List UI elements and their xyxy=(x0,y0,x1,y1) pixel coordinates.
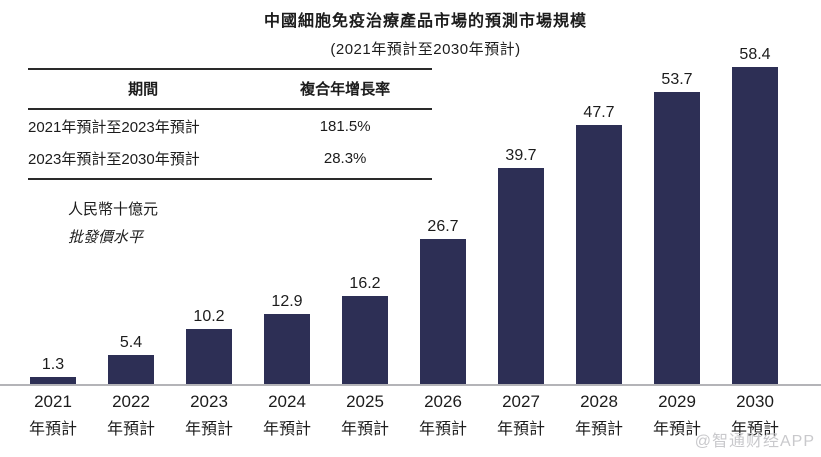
x-tick-label: 2026 年預計 xyxy=(419,392,467,439)
cagr-period-value: 2021年預計至2023年預計 xyxy=(28,119,200,136)
chart-subtitle: (2021年預計至2030年預計) xyxy=(330,41,521,58)
bar-value-label: 53.7 xyxy=(661,71,693,89)
x-tick-label: 2027 年預計 xyxy=(497,392,545,439)
cagr-rate-value: 181.5% xyxy=(319,118,371,135)
cagr-table-header-row: 期間 複合年增長率 xyxy=(28,68,432,110)
bar-column-2025: 16.2 2025 年預計 xyxy=(326,0,404,457)
watermark: @智通财经APP xyxy=(694,433,815,450)
bar-column-2024: 12.9 2024 年預計 xyxy=(248,0,326,457)
x-tick-label: 2024 年預計 xyxy=(263,392,311,439)
bar-column-2028: 47.7 2028 年預計 xyxy=(560,0,638,457)
bar-column-2027: 39.7 2027 年預計 xyxy=(482,0,560,457)
x-tick-year: 2023 xyxy=(190,392,228,411)
x-tick-suffix: 年預計 xyxy=(574,421,624,438)
x-tick-label: 2021 年預計 xyxy=(29,392,77,439)
x-tick-suffix: 年預計 xyxy=(418,421,468,438)
bar xyxy=(732,66,778,384)
bar-value-label: 1.3 xyxy=(41,355,65,373)
cagr-period-value: 2023年預計至2030年預計 xyxy=(28,142,259,180)
x-tick-year: 2029 xyxy=(658,392,696,411)
bar xyxy=(30,376,76,384)
x-axis-line xyxy=(0,384,821,386)
bar-value-label: 26.7 xyxy=(427,218,459,236)
x-tick-label: 2030 年預計 xyxy=(731,392,779,439)
x-tick-suffix: 年預計 xyxy=(340,421,390,438)
cagr-table: 期間 複合年增長率 2021年預計至2023年預計 181.5% 2023年預計… xyxy=(28,68,432,180)
bar xyxy=(498,168,544,384)
x-tick-suffix: 年預計 xyxy=(496,421,546,438)
bar-column-2023: 10.2 2023 年預計 xyxy=(170,0,248,457)
bar-value-label: 10.2 xyxy=(193,307,225,325)
y-axis-unit-label: 人民幣十億元 批發價水平 xyxy=(68,196,158,252)
bar xyxy=(654,92,700,384)
cagr-rate-value: 28.3% xyxy=(258,142,432,180)
cagr-table-row: 2023年預計至2030年預計 28.3% xyxy=(28,142,432,180)
chart-header: 中國細胞免疫治療產品市場的預測市場規模 (2021年預計至2030年預計) xyxy=(30,7,821,59)
x-tick-year: 2022 xyxy=(112,392,150,411)
unit-label-line1: 人民幣十億元 xyxy=(68,201,159,218)
x-tick-year: 2028 xyxy=(580,392,618,411)
x-tick-suffix: 年預計 xyxy=(28,421,78,438)
x-tick-suffix: 年預計 xyxy=(106,421,156,438)
bar-column-2030: 58.4 2030 年預計 xyxy=(716,0,794,457)
x-tick-year: 2021 xyxy=(34,392,72,411)
x-tick-year: 2024 xyxy=(268,392,306,411)
bar-value-label: 39.7 xyxy=(505,147,537,165)
bar xyxy=(186,328,232,384)
chart-title: 中國細胞免疫治療產品市場的預測市場規模 xyxy=(263,13,587,30)
bar-column-2022: 5.4 2022 年預計 xyxy=(92,0,170,457)
x-tick-suffix: 年預計 xyxy=(184,421,234,438)
bar xyxy=(264,313,310,384)
bar xyxy=(420,239,466,384)
bar xyxy=(576,125,622,384)
cagr-table-header-cagr: 複合年增長率 xyxy=(258,68,432,110)
bar-value-label: 12.9 xyxy=(271,292,303,310)
bar-column-2029: 53.7 2029 年預計 xyxy=(638,0,716,457)
x-tick-year: 2025 xyxy=(346,392,384,411)
unit-label-line2: 批發價水平 xyxy=(68,228,144,246)
bar xyxy=(108,354,154,384)
x-tick-label: 2022 年預計 xyxy=(107,392,155,439)
x-tick-label: 2023 年預計 xyxy=(185,392,233,439)
bar-value-label: 5.4 xyxy=(119,333,143,351)
bar-column-2026: 26.7 2026 年預計 xyxy=(404,0,482,457)
x-tick-suffix: 年預計 xyxy=(262,421,312,438)
x-tick-suffix: 年預計 xyxy=(730,421,780,438)
bar-value-label: 58.4 xyxy=(739,45,771,63)
cagr-table-header-period: 期間 xyxy=(28,68,259,110)
x-tick-year: 2030 xyxy=(736,392,774,411)
x-tick-year: 2026 xyxy=(424,392,462,411)
cagr-table-row: 2021年預計至2023年預計 181.5% xyxy=(28,109,432,142)
x-tick-suffix: 年預計 xyxy=(652,421,702,438)
bar-value-label: 47.7 xyxy=(583,104,615,121)
x-tick-label: 2025 年預計 xyxy=(341,392,389,439)
bar-column-2021: 1.3 2021 年預計 xyxy=(14,0,92,457)
x-tick-label: 2029 年預計 xyxy=(653,392,701,439)
bar-value-label: 16.2 xyxy=(349,275,381,293)
bar xyxy=(342,296,388,384)
x-tick-label: 2028 年預計 xyxy=(575,392,623,439)
x-tick-year: 2027 xyxy=(502,392,540,411)
